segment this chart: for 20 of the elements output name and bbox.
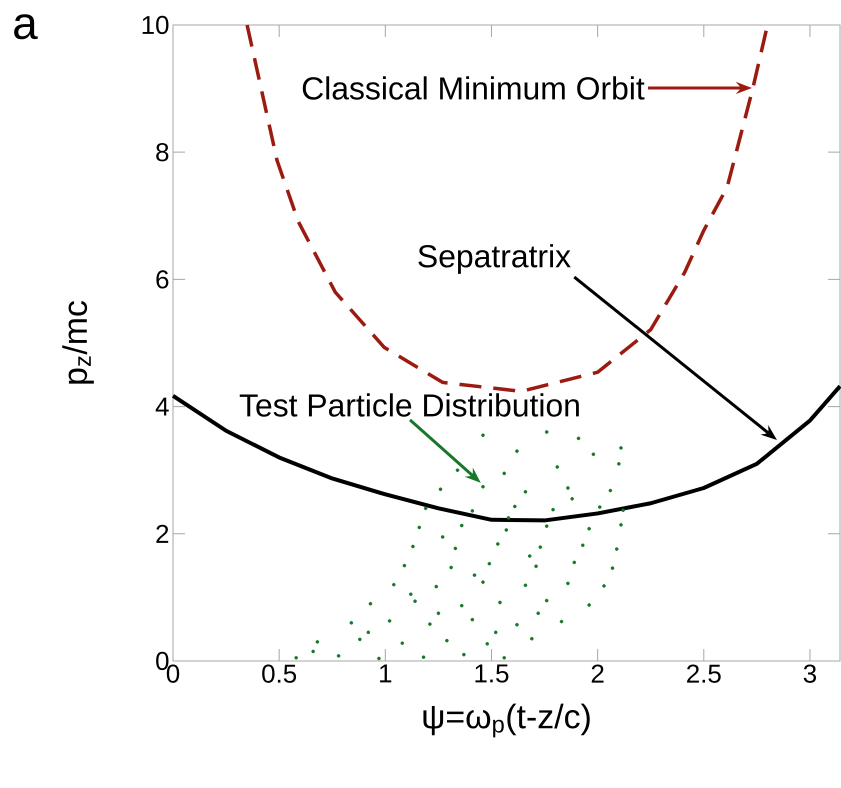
x-tick-label: 1.5 <box>475 664 508 683</box>
line-series <box>171 384 841 522</box>
x-tick-label: 1 <box>380 664 392 682</box>
x-axis-title: ψ=ω$_{p}$(t-z/c) <box>423 704 590 738</box>
annotation: Test Particle Distribution <box>240 393 579 417</box>
y-tick-label: 2 <box>156 524 168 543</box>
chart-title: a <box>14 14 38 40</box>
y-tick-label: 4 <box>156 398 169 416</box>
y-tick-label: 10 <box>142 16 168 34</box>
line-series <box>245 23 770 394</box>
x-tick-label: 2.5 <box>687 664 721 683</box>
annotation: Classical Minimum Orbit <box>302 76 645 100</box>
y-tick-label: 6 <box>156 270 168 289</box>
y-tick-label: 0 <box>156 652 168 670</box>
y-tick-label: 8 <box>156 143 168 162</box>
annotation: Sepatratrix <box>418 244 571 274</box>
x-tick-label: 0.5 <box>262 664 296 683</box>
x-tick-label: 3 <box>804 664 816 683</box>
y-axis-title: p$_{z}$/mc <box>62 300 94 384</box>
x-tick-label: 2 <box>592 664 604 683</box>
